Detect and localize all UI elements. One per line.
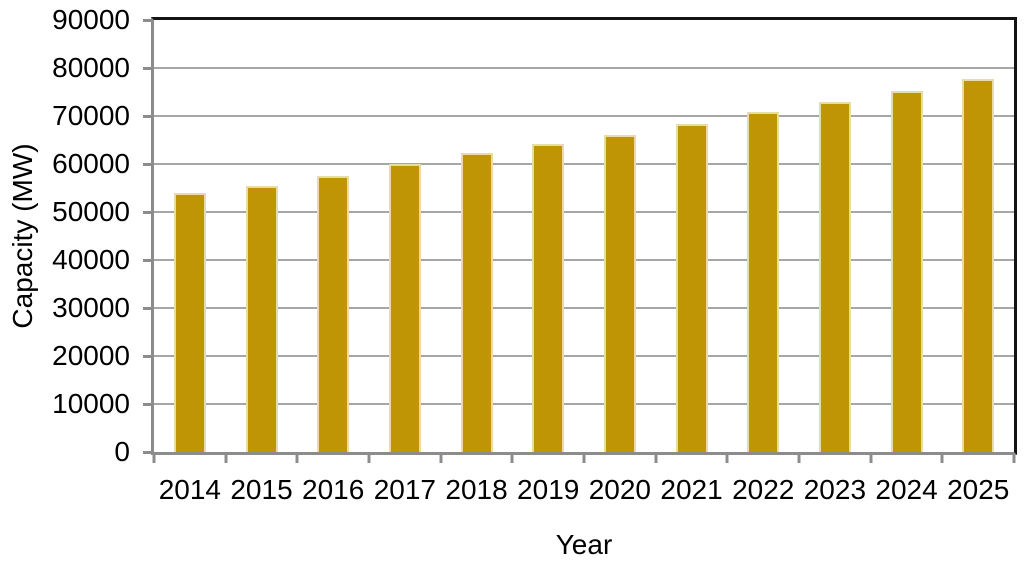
bar-2016 (317, 176, 350, 452)
y-tick-label: 10000 (52, 388, 130, 419)
x-tick-label: 2020 (588, 474, 652, 505)
bar-slot (441, 20, 513, 452)
bar-2019 (532, 143, 565, 452)
y-tick-label: 70000 (52, 99, 130, 131)
x-tick-label: 2025 (947, 474, 1010, 505)
x-axis-title: Year (555, 529, 613, 560)
x-axis-tick (654, 455, 658, 463)
x-tick-label: 2015 (230, 474, 293, 505)
bar-2020 (603, 134, 636, 452)
x-tick-label: 2024 (875, 474, 938, 505)
y-axis-tick (143, 307, 151, 310)
bar-2022 (747, 112, 780, 452)
gridline (154, 355, 1014, 357)
y-tick-label: 90000 (52, 4, 130, 35)
y-axis-tick (143, 66, 151, 70)
bar-2021 (675, 123, 708, 452)
bar-slot (297, 20, 369, 452)
bar-2024 (890, 91, 923, 452)
x-tick-label: 2021 (660, 474, 723, 505)
x-axis-tick (797, 455, 801, 463)
x-axis-tick (725, 455, 729, 463)
gridline (154, 259, 1014, 261)
y-axis-tick (143, 162, 151, 166)
x-axis-tick (295, 455, 299, 463)
bar-2015 (245, 186, 278, 452)
x-axis-tick (940, 455, 944, 463)
x-axis-tick (869, 455, 873, 463)
x-tick-label: 2023 (803, 474, 867, 505)
x-axis-tick (152, 455, 156, 463)
y-axis-tick (143, 210, 151, 214)
bar-slot (584, 20, 656, 452)
gridline (154, 162, 1014, 165)
bar-2018 (460, 152, 493, 452)
y-axis-tick (143, 259, 151, 262)
x-tick-label: 2016 (302, 474, 365, 505)
bar-slot (942, 20, 1014, 452)
bar-slot (799, 20, 871, 452)
bar-slot (871, 20, 943, 452)
y-tick-label: 80000 (52, 51, 130, 83)
y-axis-tick (143, 403, 151, 406)
x-tick-label: 2019 (517, 474, 580, 505)
plot-area (143, 17, 1017, 463)
bar-slot (369, 20, 441, 452)
gridline (154, 66, 1014, 69)
x-tick-label: 2017 (373, 474, 436, 505)
y-axis-tick-labels: 90000 80000 70000 60000 50000 40000 30000 20000… (0, 5, 138, 467)
bar-slot (512, 20, 584, 452)
y-tick-label: 40000 (52, 244, 130, 275)
y-axis-tick (143, 19, 151, 22)
y-axis-tick (143, 451, 151, 454)
y-axis-tick (143, 114, 151, 118)
bar-series (154, 20, 1014, 452)
bar-2014 (173, 193, 206, 452)
bar-2023 (818, 101, 851, 452)
x-tick-label: 2014 (158, 474, 221, 505)
x-axis-tick (582, 455, 586, 463)
y-tick-label: 60000 (52, 147, 130, 179)
y-tick-label: 0 (114, 436, 130, 467)
x-axis-tick-labels: 2014 2015 2016 2017 2018 2019 2020 2021 2022 2023… (154, 474, 1014, 506)
bar-slot (727, 20, 799, 452)
bar-slot (656, 20, 728, 452)
bar-slot (154, 20, 226, 452)
x-axis-tick (367, 455, 371, 463)
x-axis-tick (1012, 455, 1016, 463)
bar-slot (226, 20, 298, 452)
x-tick-label: 2022 (732, 474, 795, 505)
bar-2017 (388, 164, 421, 452)
y-axis-tick (143, 355, 151, 358)
x-axis-tick (224, 455, 228, 463)
gridline (154, 114, 1014, 117)
y-tick-label: 30000 (52, 292, 130, 323)
y-tick-label: 20000 (52, 340, 130, 371)
bar-2025 (962, 78, 995, 452)
x-axis-tick (439, 455, 443, 463)
x-axis-tick (510, 455, 514, 463)
y-tick-label: 50000 (52, 195, 130, 227)
gridline (154, 403, 1014, 405)
gridline (154, 307, 1014, 309)
x-tick-label: 2018 (445, 474, 508, 505)
gridline (154, 210, 1014, 213)
